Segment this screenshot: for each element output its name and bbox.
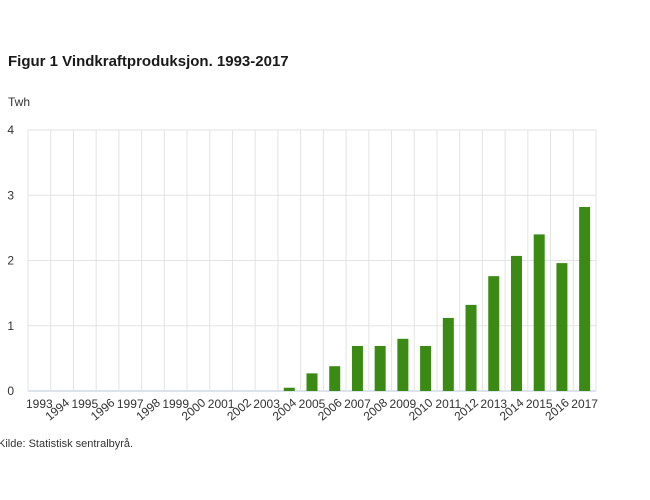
- bar-2013: [488, 276, 500, 391]
- bars: [283, 206, 591, 391]
- y-tick-label: 1: [7, 319, 14, 333]
- y-axis-label: Twh: [8, 95, 31, 109]
- bar-2016: [556, 263, 568, 391]
- x-tick-label: 2001: [208, 397, 235, 411]
- x-tick-label: 1993: [26, 397, 53, 411]
- grid-lines: [27, 129, 597, 392]
- bar-2004: [283, 387, 295, 391]
- x-tick-label: 2013: [480, 397, 507, 411]
- x-tick-label: 1997: [117, 397, 144, 411]
- bar-2009: [397, 338, 409, 391]
- y-tick-label: 4: [7, 123, 14, 137]
- x-tick-label: 2003: [253, 397, 280, 411]
- x-tick-label: 2009: [390, 397, 417, 411]
- x-tick-label: 2011: [435, 397, 461, 411]
- chart-title: Figur 1 Vindkraftproduksjon. 1993-2017: [8, 53, 289, 70]
- bar-2007: [351, 345, 363, 391]
- source-note: Kilde: Statistisk sentralbyrå.: [0, 438, 134, 450]
- x-tick-label: 1999: [162, 397, 189, 411]
- x-tick-label: 1995: [71, 397, 98, 411]
- bar-2014: [510, 255, 522, 391]
- bar-2017: [579, 206, 591, 391]
- bar-2015: [533, 234, 545, 391]
- x-tick-label: 2007: [344, 397, 371, 411]
- bar-2006: [329, 366, 341, 391]
- bar-2005: [306, 373, 318, 391]
- bar-2008: [374, 345, 386, 391]
- y-tick-label: 2: [7, 254, 14, 268]
- y-tick-label: 0: [7, 384, 14, 398]
- y-axis-ticks: 0 1 2 3 4: [7, 123, 14, 398]
- x-tick-label: 2015: [526, 397, 553, 411]
- y-tick-label: 3: [7, 188, 14, 202]
- x-tick-label: 2005: [299, 397, 326, 411]
- x-tick-label: 2017: [571, 397, 598, 411]
- bar-2010: [420, 345, 432, 391]
- bar-2011: [442, 317, 454, 391]
- bar-2012: [465, 304, 477, 391]
